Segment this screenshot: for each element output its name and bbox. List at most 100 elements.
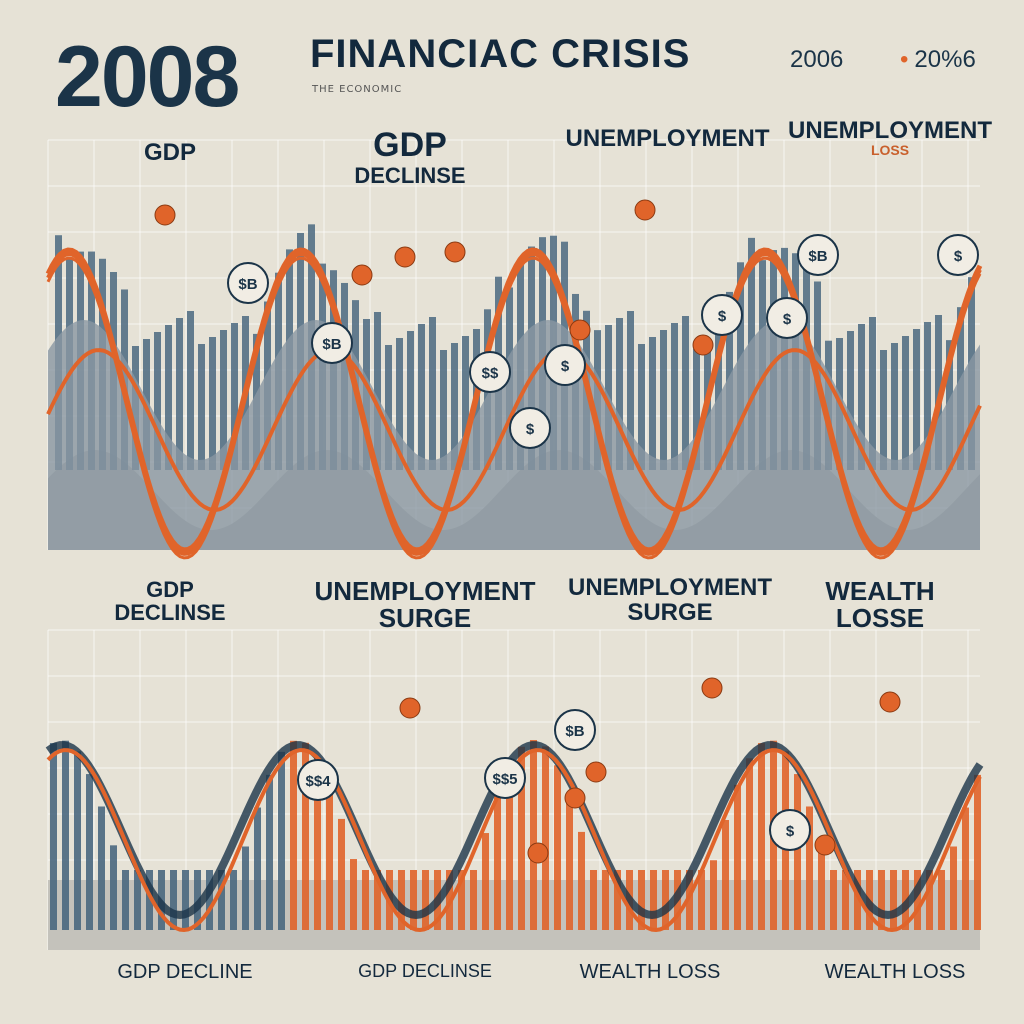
coin-icon xyxy=(554,709,596,751)
footer-label-3: WEALTH LOSS xyxy=(579,961,721,983)
bottom-bar xyxy=(830,870,837,930)
bottom-bar xyxy=(566,794,573,930)
top-bar xyxy=(231,323,238,470)
top-bar xyxy=(396,338,403,470)
top-bar xyxy=(902,336,909,470)
bottom-bar xyxy=(854,870,861,930)
top-bar xyxy=(374,312,381,470)
orange-dot-icon xyxy=(444,241,466,263)
coin-icon xyxy=(311,322,353,364)
orange-dot-icon xyxy=(351,264,373,286)
top-bar xyxy=(418,324,425,470)
top-bar xyxy=(880,350,887,470)
bottom-bar xyxy=(950,846,957,930)
top-bar xyxy=(462,336,469,470)
bottom-bar xyxy=(638,870,645,930)
orange-dot-icon xyxy=(879,691,901,713)
subtitle: THE ECONOMIC xyxy=(312,84,403,95)
top-bar xyxy=(154,332,161,470)
bottom-bar xyxy=(50,743,57,930)
coin-icon xyxy=(227,262,269,304)
top-bar xyxy=(198,344,205,470)
top-bar xyxy=(891,343,898,470)
bottom-bar xyxy=(398,870,405,930)
bottom-bar xyxy=(230,870,237,930)
bottom-bar xyxy=(98,806,105,930)
top-bar xyxy=(165,325,172,470)
stat-percent: 20%6 xyxy=(900,46,975,74)
bottom-bar xyxy=(290,740,297,930)
top-bar xyxy=(407,331,414,470)
top-bar xyxy=(847,331,854,470)
bottom-bar xyxy=(842,870,849,930)
bottom-bar xyxy=(86,774,93,930)
bottom-bar xyxy=(938,870,945,930)
coin-icon xyxy=(484,757,526,799)
orange-dot-icon xyxy=(634,199,656,221)
top-bar xyxy=(682,316,689,470)
top-bar xyxy=(187,311,194,470)
bottom-label-unemployment-surge-1: UNEMPLOYMENT SURGE xyxy=(314,576,536,634)
coin-icon xyxy=(797,234,839,276)
bottom-bar xyxy=(818,845,825,930)
coin-label: $B xyxy=(322,336,341,353)
bottom-bar xyxy=(794,774,801,930)
coin-label: $B xyxy=(565,723,584,740)
orange-dot-icon xyxy=(394,246,416,268)
top-orange-wave-2 xyxy=(46,348,982,512)
bottom-bar xyxy=(506,766,513,930)
bottom-bar xyxy=(926,870,933,930)
bottom-bar xyxy=(458,870,465,930)
bottom-bar xyxy=(530,740,537,930)
bottom-bar xyxy=(518,746,525,930)
top-bar xyxy=(220,330,227,470)
bottom-bar xyxy=(338,818,345,930)
coin-label: $B xyxy=(238,276,257,293)
coin-label: $ xyxy=(561,358,570,375)
bottom-bar xyxy=(146,870,153,930)
top-bar xyxy=(913,329,920,470)
bottom-bar xyxy=(374,870,381,930)
bottom-bar xyxy=(182,870,189,930)
bottom-bar xyxy=(914,870,921,930)
bottom-bar xyxy=(542,746,549,930)
bottom-bar xyxy=(302,742,309,930)
top-bar xyxy=(858,324,865,470)
top-label-gdp: GDP xyxy=(143,139,196,166)
top-orange-wave xyxy=(46,256,982,560)
bottom-label-gdp-decline: GDP DECLINSE xyxy=(114,577,226,626)
coin-label: $ xyxy=(783,311,792,328)
coin-label: $$5 xyxy=(492,771,517,788)
bottom-bar xyxy=(590,870,597,930)
bottom-bar xyxy=(878,870,885,930)
coin-icon xyxy=(766,297,808,339)
bottom-bar xyxy=(170,870,177,930)
top-bar xyxy=(869,317,876,470)
coin-icon xyxy=(769,809,811,851)
coin-label: $ xyxy=(718,308,727,325)
stat-year: 2006 xyxy=(790,46,844,73)
orange-dot-icon xyxy=(399,697,421,719)
bottom-bar xyxy=(314,757,321,930)
bottom-label-wealth-loss: WEALTH LOSSE xyxy=(825,576,935,634)
coin-label: $$ xyxy=(482,365,499,382)
coin-label: $$4 xyxy=(305,773,331,790)
footer-label-1: GDP DECLINE xyxy=(117,961,253,983)
top-bar xyxy=(385,345,392,470)
top-bar xyxy=(616,318,623,470)
top-label-unemployment-loss: UNEMPLOYMENT LOSS xyxy=(788,117,992,159)
bottom-bar xyxy=(254,807,261,930)
orange-dot-icon xyxy=(527,842,549,864)
orange-dot-icon xyxy=(569,319,591,341)
coin-icon xyxy=(469,351,511,393)
top-bar xyxy=(660,330,667,470)
bottom-bar xyxy=(110,845,117,930)
bottom-bar xyxy=(578,831,585,930)
bottom-bar xyxy=(470,870,477,930)
coin-label: $B xyxy=(808,248,827,265)
top-label-unemployment: UNEMPLOYMENT xyxy=(565,125,770,152)
top-label-gdp-decline: GDP DECLINSE xyxy=(354,126,466,188)
bottom-bar xyxy=(350,859,357,930)
bottom-bar xyxy=(722,819,729,930)
